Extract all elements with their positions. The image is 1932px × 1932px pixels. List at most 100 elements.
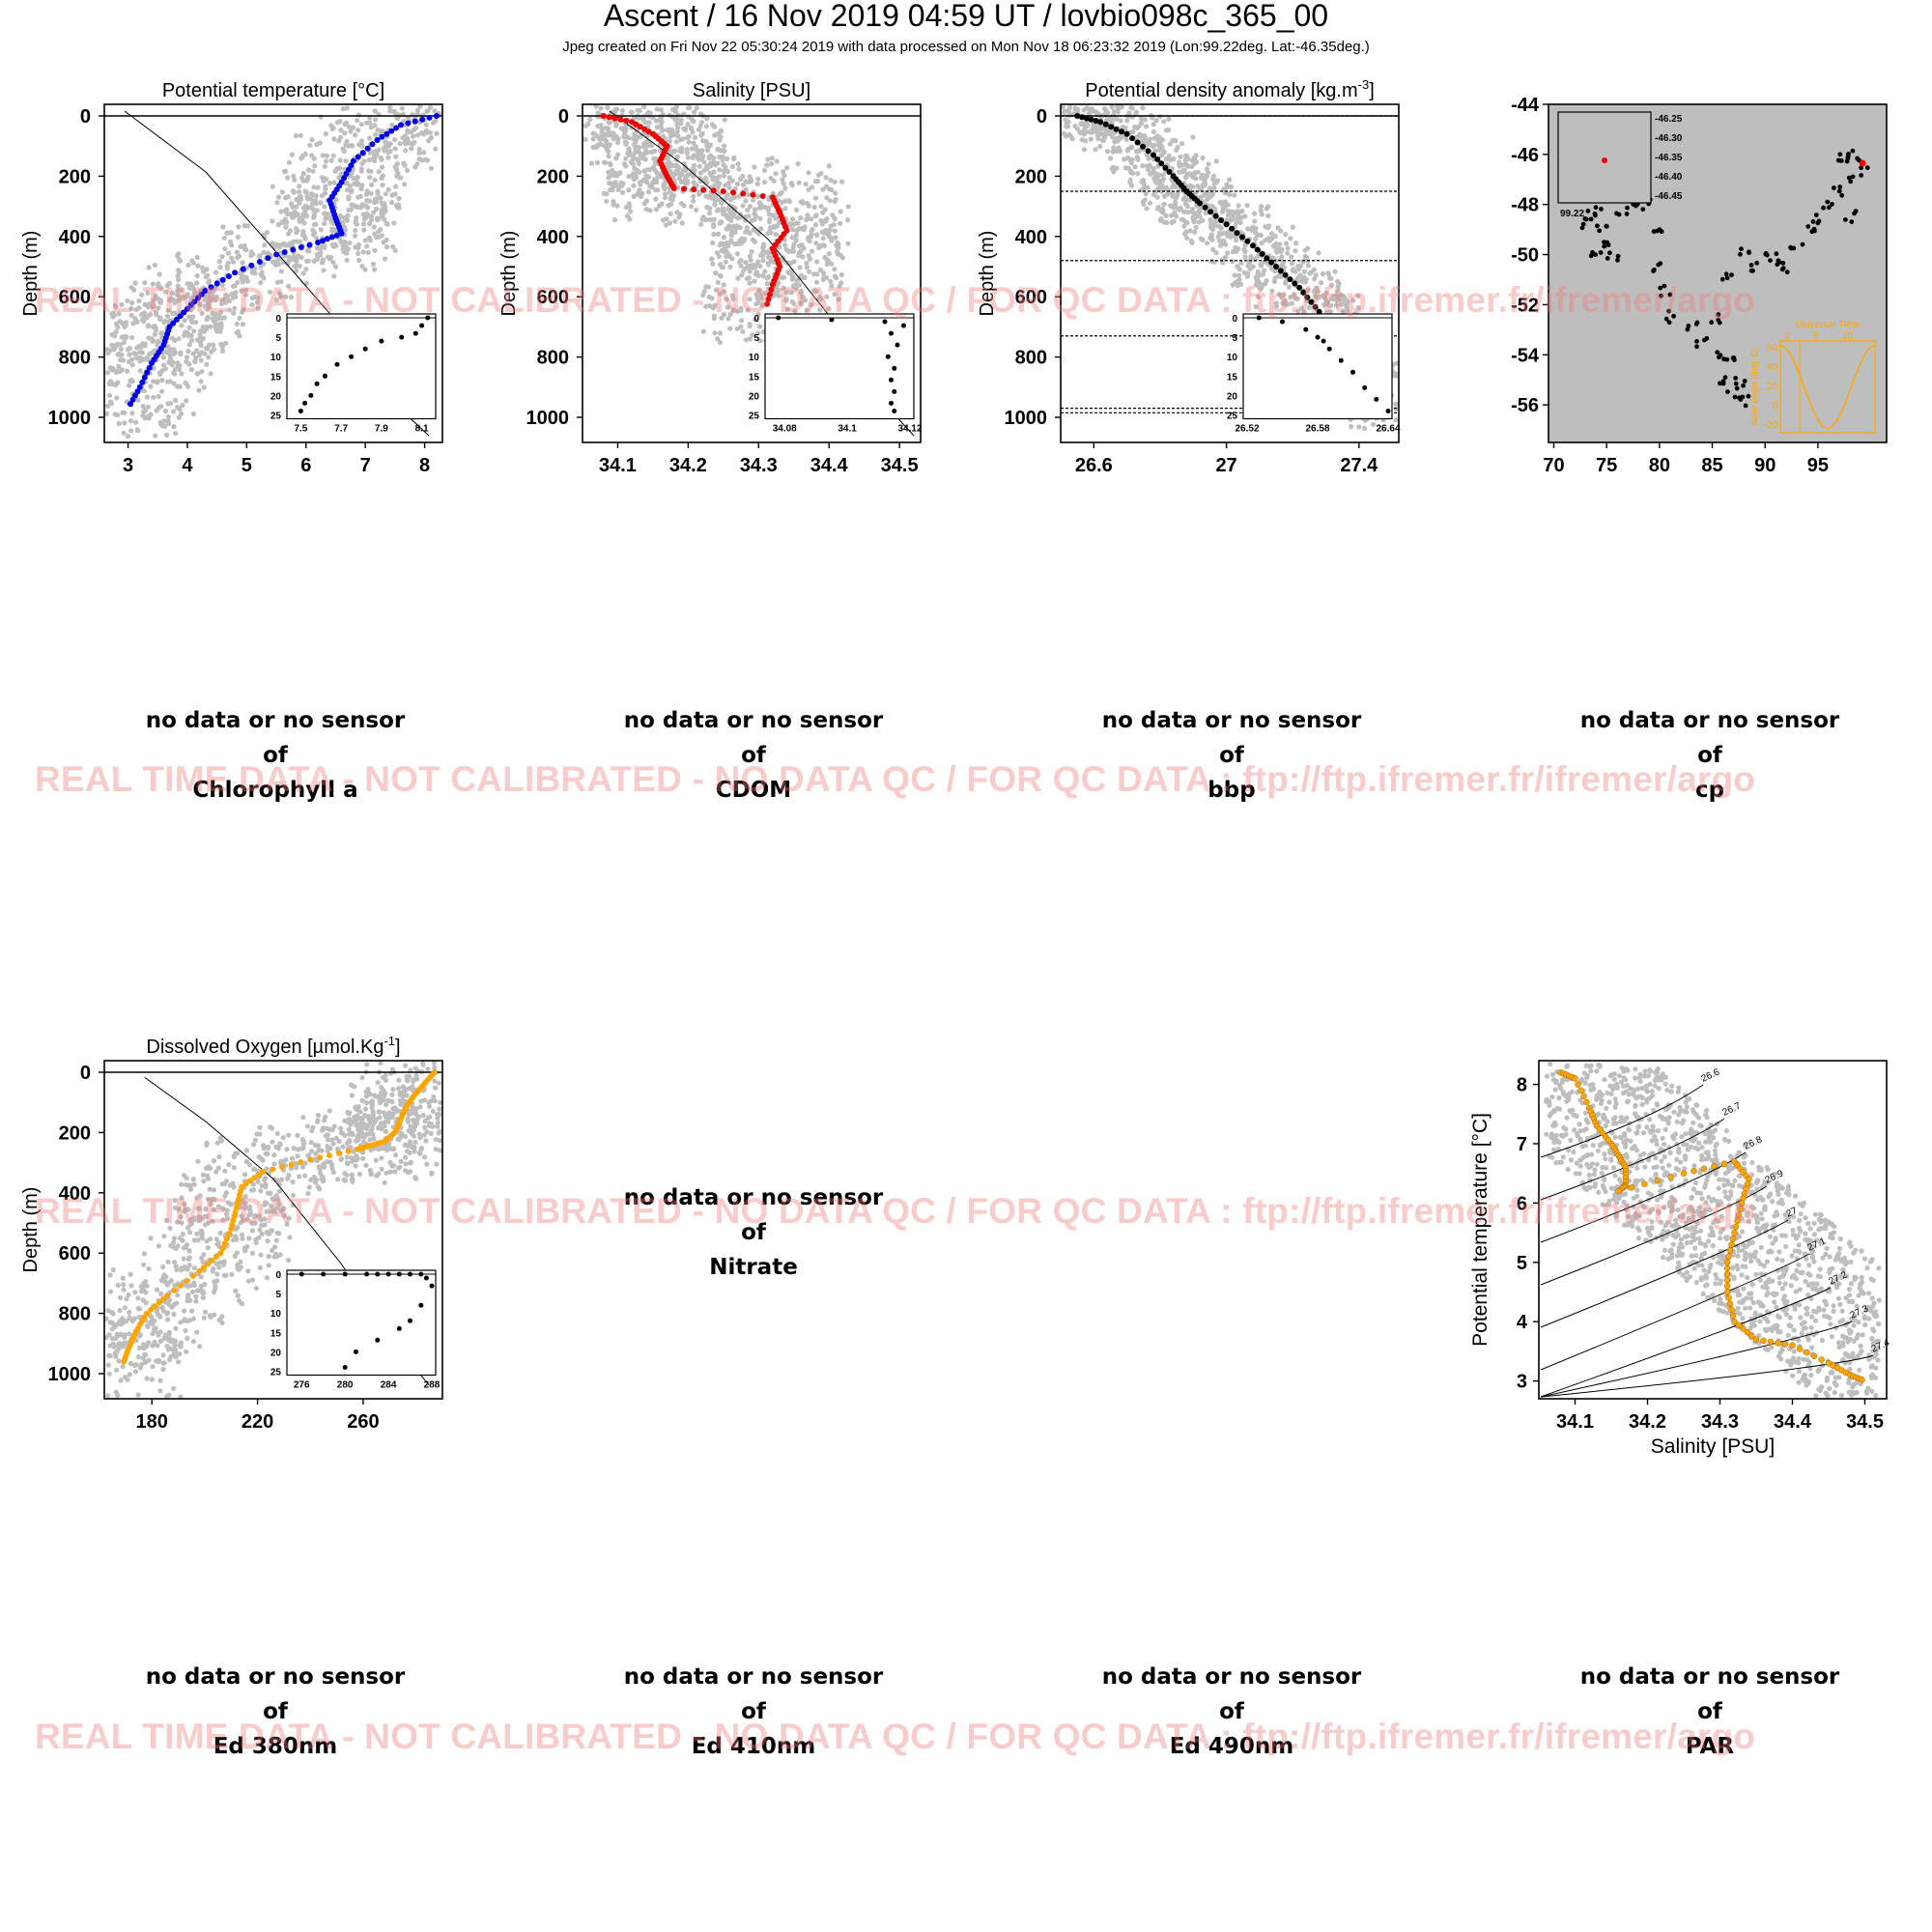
title-superscript: -3 xyxy=(1358,77,1370,92)
cloud-point xyxy=(336,175,342,181)
data-point xyxy=(306,242,313,248)
cloud-point xyxy=(215,1165,221,1171)
cloud-point xyxy=(235,1293,241,1298)
cloud-point xyxy=(764,162,770,168)
cloud-point xyxy=(313,201,319,207)
inset-y-tick-label: 10 xyxy=(749,353,760,363)
cloud-point xyxy=(789,183,796,188)
data-point xyxy=(1223,221,1230,228)
cloud-point xyxy=(805,213,810,218)
cloud-point xyxy=(233,1151,239,1156)
cloud-point xyxy=(1232,192,1237,198)
cloud-point xyxy=(832,215,838,221)
cloud-point xyxy=(168,347,174,353)
cloud-point xyxy=(365,249,371,255)
cloud-point xyxy=(341,1177,347,1182)
cloud-point xyxy=(773,223,779,229)
cloud-point xyxy=(243,292,249,298)
cloud-point xyxy=(281,168,287,175)
cloud-point xyxy=(1241,246,1247,252)
cloud-point xyxy=(378,155,384,161)
cloud-point xyxy=(724,156,730,161)
cloud-point xyxy=(657,124,663,129)
cloud-point xyxy=(218,341,224,347)
cloud-point xyxy=(715,160,721,166)
cloud-point xyxy=(360,1139,367,1145)
cloud-point xyxy=(779,189,784,195)
cloud-point xyxy=(322,204,327,210)
plot-frame xyxy=(103,103,443,443)
cloud-point xyxy=(722,212,728,217)
cloud-point xyxy=(163,289,169,295)
cloud-point xyxy=(1160,178,1166,184)
cloud-point xyxy=(146,352,152,357)
cloud-point xyxy=(156,1243,161,1249)
cloud-point xyxy=(1153,180,1159,185)
cloud-point xyxy=(134,427,140,433)
cloud-point xyxy=(1210,223,1216,229)
cloud-point xyxy=(360,249,366,255)
cloud-point xyxy=(722,148,727,154)
cloud-point xyxy=(208,371,213,377)
cloud-point xyxy=(1307,270,1313,276)
cloud-point xyxy=(726,185,732,190)
cloud-point xyxy=(1183,229,1189,235)
data-point xyxy=(265,255,271,262)
cloud-point xyxy=(1081,147,1088,153)
cloud-point xyxy=(1132,124,1138,129)
cloud-point xyxy=(106,392,113,398)
data-point xyxy=(1234,230,1240,237)
cloud-point xyxy=(301,220,307,226)
cloud-point xyxy=(253,1239,259,1245)
x-tick-label: 34.4 xyxy=(810,455,849,476)
data-point xyxy=(700,186,707,193)
data-point xyxy=(1259,250,1265,257)
data-point xyxy=(136,384,143,390)
cloud-point xyxy=(429,1170,435,1176)
cloud-point xyxy=(686,139,692,145)
cloud-point xyxy=(360,221,367,227)
cloud-point xyxy=(217,265,223,270)
cloud-point xyxy=(341,148,347,155)
cloud-point xyxy=(1192,229,1198,235)
cloud-point xyxy=(602,159,608,165)
data-point xyxy=(1119,128,1125,135)
cloud-point xyxy=(146,1265,152,1271)
cloud-point xyxy=(402,182,408,187)
cloud-point xyxy=(207,342,213,348)
cloud-point xyxy=(392,146,398,152)
cloud-point xyxy=(696,148,702,154)
cloud-point xyxy=(1213,250,1219,256)
cloud-point xyxy=(119,301,125,307)
cloud-point xyxy=(265,230,270,236)
cloud-point xyxy=(1275,225,1281,231)
cloud-point xyxy=(1257,272,1263,278)
cloud-point xyxy=(807,269,812,274)
inset-point xyxy=(1321,338,1326,344)
cloud-point xyxy=(143,1290,149,1295)
cloud-point xyxy=(106,1371,112,1377)
cloud-point xyxy=(194,254,200,261)
inset-point xyxy=(1315,334,1321,340)
inset-y-tick-label: 15 xyxy=(749,372,760,383)
cloud-point xyxy=(674,210,680,215)
cloud-point xyxy=(310,168,316,174)
cloud-point xyxy=(120,1364,126,1370)
data-point xyxy=(393,125,400,131)
cloud-point xyxy=(403,148,409,154)
cloud-point xyxy=(191,1237,197,1243)
cloud-point xyxy=(136,298,142,304)
cloud-point xyxy=(252,270,258,276)
cloud-point xyxy=(344,1154,350,1160)
cloud-point xyxy=(612,170,618,176)
cloud-point xyxy=(428,1130,434,1136)
data-point xyxy=(1229,225,1236,232)
cloud-point xyxy=(237,333,242,339)
cloud-point xyxy=(824,294,830,299)
cloud-point xyxy=(1236,203,1241,209)
cloud-point xyxy=(382,148,387,154)
data-point xyxy=(1129,135,1136,142)
cloud-point xyxy=(219,348,225,354)
cloud-point xyxy=(390,1087,396,1093)
